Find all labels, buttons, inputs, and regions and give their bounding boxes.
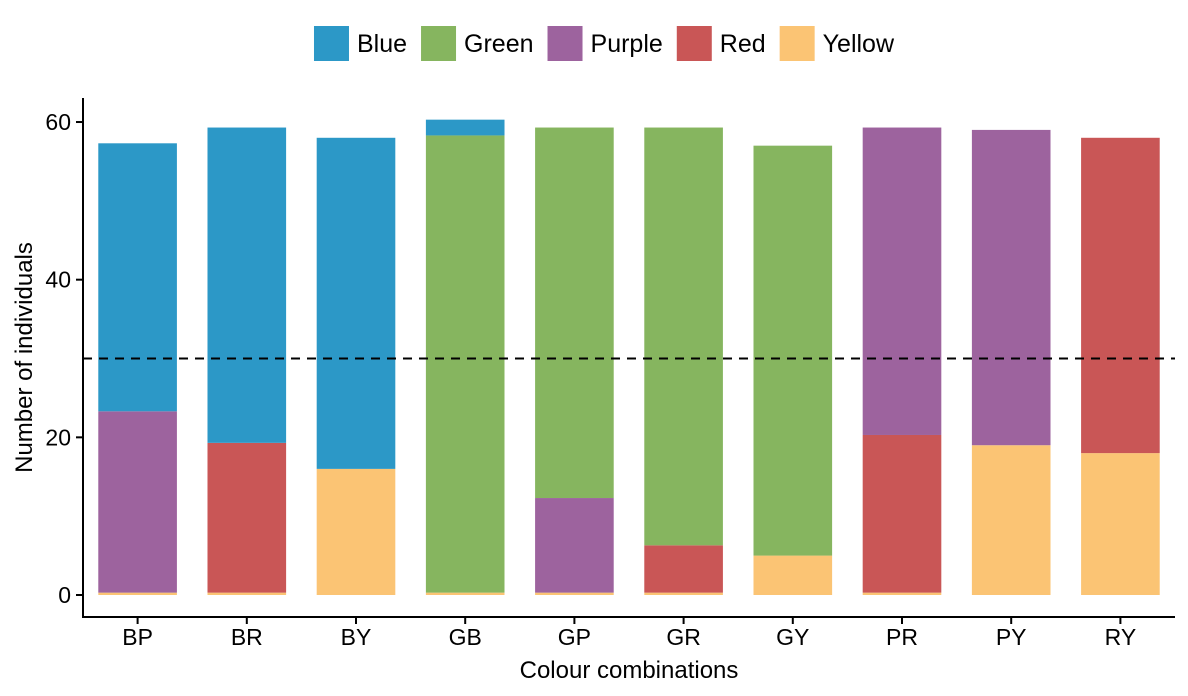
y-axis-title: Number of individuals	[11, 242, 38, 473]
bar-GY-yellow	[753, 555, 833, 595]
legend-swatch	[779, 26, 815, 61]
bar-BR-yellow	[207, 592, 287, 595]
legend-label: Blue	[357, 30, 407, 58]
legend-swatch	[421, 26, 457, 61]
bar-GP-purple	[535, 498, 614, 593]
bar-PR-red	[862, 434, 942, 593]
y-tick-label: 60	[45, 109, 71, 135]
bar-GP-green	[535, 127, 614, 499]
x-tick-label-BY: BY	[341, 624, 372, 650]
bar-GB-blue	[425, 119, 505, 136]
legend-label: Red	[720, 30, 766, 58]
y-tick-label: 20	[45, 424, 71, 450]
x-tick-label-GY: GY	[776, 624, 809, 650]
bars	[98, 119, 1160, 595]
x-tick-label-RY: RY	[1105, 624, 1137, 650]
bar-BR-blue	[207, 127, 287, 443]
bar-BY-blue	[316, 137, 396, 469]
x-tick-label-BR: BR	[231, 624, 263, 650]
bar-BP-purple	[98, 411, 177, 593]
x-tick-label-PY: PY	[996, 624, 1027, 650]
bar-BR-red	[207, 442, 287, 593]
legend-label: Purple	[591, 30, 663, 58]
legend-swatch	[547, 26, 583, 61]
x-tick-label-GB: GB	[449, 624, 482, 650]
legend: Blue Green Purple Red Yellow	[313, 26, 895, 61]
bar-GB-green	[425, 135, 505, 593]
legend-label: Yellow	[823, 30, 895, 58]
legend-item-purple: Purple	[547, 26, 663, 61]
x-tick-label-GP: GP	[558, 624, 591, 650]
y-tick-label: 40	[45, 267, 71, 293]
legend-item-red: Red	[676, 26, 766, 61]
bar-RY-red	[1081, 137, 1160, 454]
legend-item-green: Green	[421, 26, 534, 61]
bar-PY-purple	[971, 129, 1051, 446]
bar-RY-yellow	[1081, 453, 1160, 595]
bar-BP-yellow	[98, 592, 177, 595]
bar-GB-yellow	[425, 592, 505, 595]
legend-item-blue: Blue	[313, 26, 407, 61]
bar-BY-yellow	[316, 468, 396, 595]
bar-PR-purple	[862, 127, 942, 435]
legend-swatch	[676, 26, 712, 61]
bar-PY-yellow	[971, 445, 1051, 595]
bar-GR-yellow	[644, 592, 723, 595]
bar-GR-red	[644, 545, 723, 593]
x-tick-label-GR: GR	[666, 624, 701, 650]
y-tick-label: 0	[58, 582, 71, 608]
x-axis-title: Colour combinations	[520, 657, 739, 684]
bar-GR-green	[644, 127, 723, 546]
bar-PR-yellow	[862, 592, 942, 595]
bar-GY-green	[753, 145, 833, 556]
x-axis-ticks: BP BR BY GB GP GR GY PR PY RY	[122, 617, 1136, 650]
y-axis-ticks: 0 20 40 60	[45, 109, 83, 608]
x-tick-label-PR: PR	[886, 624, 918, 650]
legend-item-yellow: Yellow	[779, 26, 895, 61]
x-tick-label-BP: BP	[122, 624, 153, 650]
bar-BP-blue	[98, 143, 177, 412]
legend-label: Green	[464, 30, 533, 58]
legend-swatch	[313, 26, 349, 61]
bar-GP-yellow	[535, 592, 614, 595]
